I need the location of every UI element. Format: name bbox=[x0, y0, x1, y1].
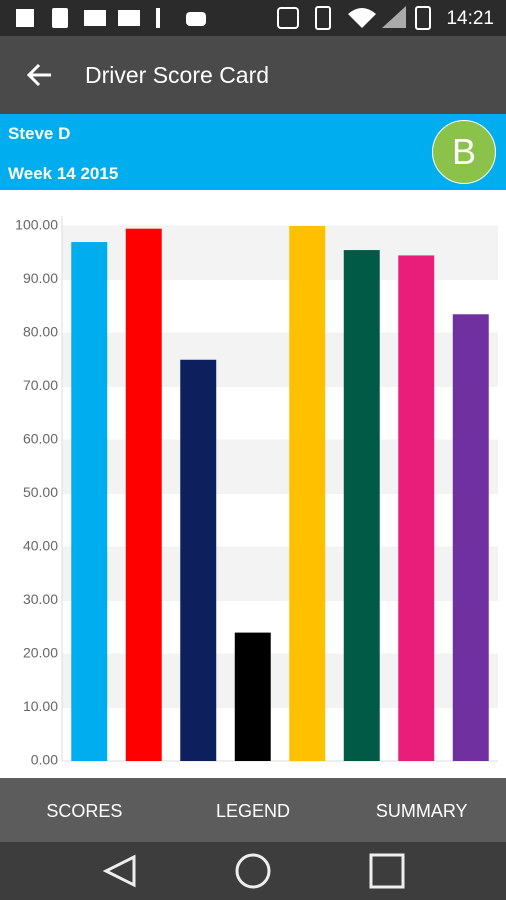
driver-header: Steve D Week 14 2015 bbox=[0, 114, 506, 190]
tab[interactable]: SUMMARY bbox=[375, 801, 468, 821]
bar bbox=[71, 242, 108, 762]
y-tick-label: 60.00 bbox=[23, 431, 58, 447]
bar bbox=[234, 632, 271, 761]
tab[interactable]: SCORES bbox=[46, 801, 123, 821]
tab[interactable]: LEGEND bbox=[215, 801, 291, 821]
system-icons bbox=[277, 6, 431, 30]
chart: 0.00 10.00 20.00 30.00 40.00 50.00 60.00 70.00 8… bbox=[15, 216, 498, 768]
y-tick-label: 0.00 bbox=[31, 752, 58, 768]
bar bbox=[398, 255, 435, 762]
y-tick-label: 90.00 bbox=[23, 270, 58, 286]
y-tick-label: 20.00 bbox=[23, 645, 58, 661]
y-tick-label: 80.00 bbox=[23, 324, 58, 340]
app-title: Driver Score Card bbox=[85, 62, 270, 88]
clock: 14:21 bbox=[446, 8, 494, 29]
y-tick-label: 70.00 bbox=[23, 377, 58, 393]
back-button[interactable] bbox=[25, 60, 55, 90]
nav-home[interactable] bbox=[235, 853, 271, 889]
nav-bar bbox=[0, 842, 506, 900]
tab-bar: SCORES LEGEND SUMMARY bbox=[0, 778, 506, 842]
bar bbox=[125, 228, 162, 762]
bar bbox=[452, 314, 489, 761]
y-tick-label: 50.00 bbox=[23, 484, 58, 500]
y-tick-label: 30.00 bbox=[23, 591, 58, 607]
nav-recent[interactable] bbox=[369, 853, 405, 889]
driver-name: Steve D bbox=[8, 124, 71, 143]
grade-badge: B bbox=[432, 120, 496, 184]
bar bbox=[289, 226, 326, 761]
app-bar: Driver Score Card bbox=[0, 36, 506, 114]
y-tick-label: 100.00 bbox=[15, 217, 58, 233]
y-tick-label: 40.00 bbox=[23, 538, 58, 554]
y-tick-label: 10.00 bbox=[23, 698, 58, 714]
week-label: Week 14 2015 bbox=[8, 164, 119, 183]
nav-back[interactable] bbox=[102, 854, 136, 888]
bar bbox=[343, 250, 380, 761]
status-bar: 14:21 bbox=[0, 0, 506, 36]
status-icons bbox=[16, 8, 206, 28]
bar bbox=[180, 359, 217, 761]
